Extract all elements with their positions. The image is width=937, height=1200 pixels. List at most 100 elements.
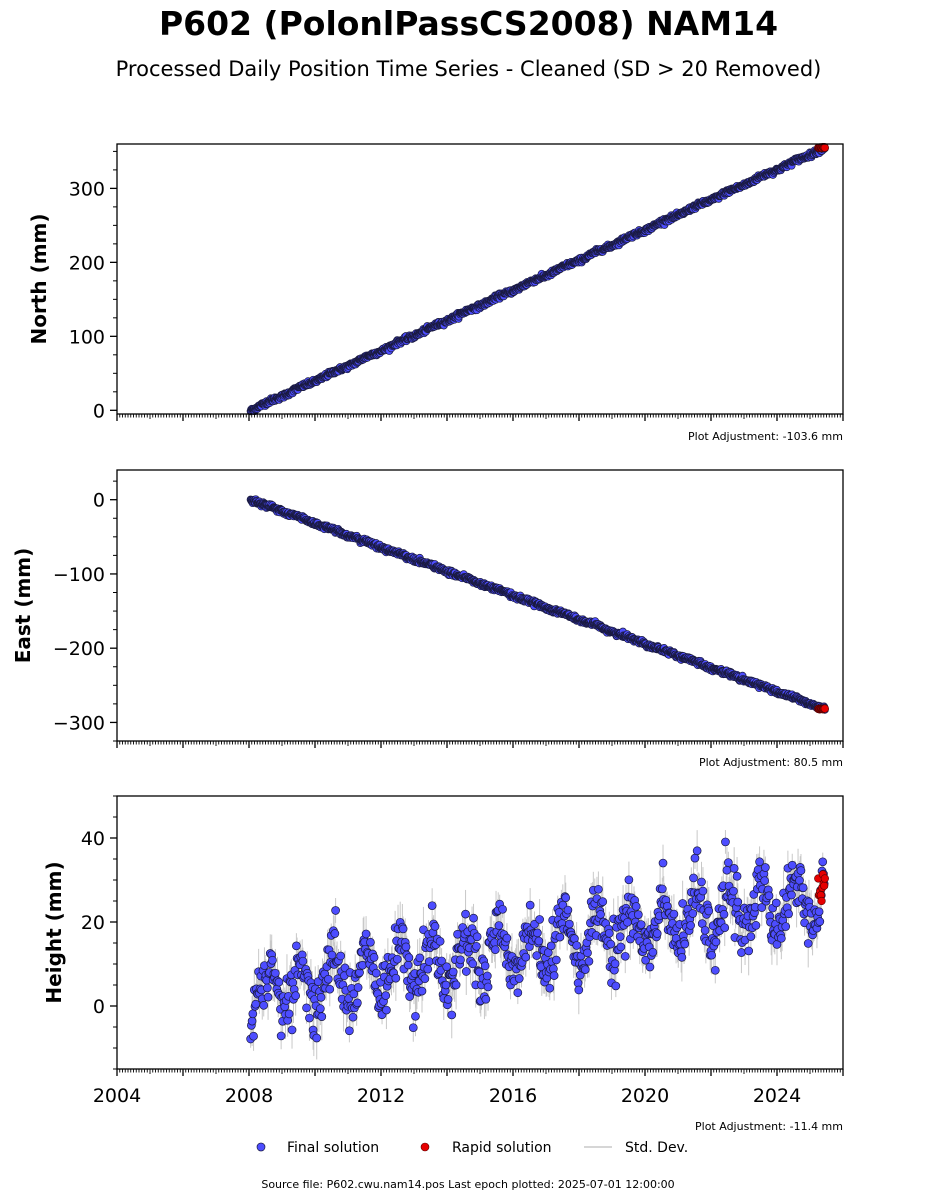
final-solution-point <box>287 1025 297 1035</box>
final-solution-point <box>461 967 471 976</box>
final-solution-point <box>441 980 451 990</box>
final-solution-point <box>430 922 440 931</box>
final-solution-point <box>494 921 504 930</box>
final-solution-point <box>323 974 333 984</box>
final-solution-point <box>534 936 544 946</box>
final-solution-point <box>751 921 761 930</box>
final-solution-point <box>624 875 634 885</box>
final-solution-point <box>443 995 453 1004</box>
final-solution-point <box>302 1003 311 1013</box>
final-solution-point <box>746 932 756 941</box>
y-tick-label: 200 <box>69 252 105 274</box>
final-solution-point <box>700 925 710 935</box>
final-solution-point <box>262 983 272 993</box>
final-solution-point <box>468 959 478 969</box>
final-solution-point <box>401 942 411 952</box>
final-solution-point <box>584 956 594 966</box>
final-solution-point <box>276 1031 286 1041</box>
final-solution-point <box>270 968 280 978</box>
final-solution-point <box>472 932 482 942</box>
final-solution-point <box>435 936 445 946</box>
rapid-solution-point <box>820 143 829 152</box>
final-solution-point <box>555 932 565 942</box>
final-solution-point <box>403 960 413 970</box>
final-solution-point <box>371 968 381 978</box>
east-panel: 0 −100 −200 −300 East (mm) Plot Adjustment:… <box>11 469 844 769</box>
final-solution-point <box>692 846 702 856</box>
final-solution-point <box>408 1023 418 1033</box>
final-solution-point <box>369 953 379 962</box>
final-solution-point <box>525 900 535 910</box>
final-solution-point <box>623 917 632 927</box>
final-solution-point <box>312 1033 322 1043</box>
final-solution-point <box>391 973 401 983</box>
chart-subtitle: Processed Daily Position Time Series - C… <box>115 57 822 81</box>
east-axis-label: East (mm) <box>11 548 35 664</box>
final-solution-point <box>381 991 391 1000</box>
final-solution-point <box>361 929 371 939</box>
final-solution-point <box>610 959 620 969</box>
final-solution-point <box>721 837 730 847</box>
y-tick-label: −200 <box>53 638 105 660</box>
final-solution-point <box>424 957 434 966</box>
final-solution-point <box>697 877 706 887</box>
east-plot-adjustment: Plot Adjustment: 80.5 mm <box>699 756 843 769</box>
final-solution-point <box>451 980 461 990</box>
final-solution-point <box>677 953 687 962</box>
final-solution-point <box>317 1012 327 1021</box>
final-solution-point <box>472 941 481 951</box>
final-solution-point <box>606 939 616 949</box>
final-solution-point <box>710 965 720 975</box>
final-solution-point <box>583 948 592 958</box>
final-solution-point <box>535 915 544 924</box>
final-solution-point <box>263 992 273 1002</box>
final-solution-point <box>658 858 668 868</box>
final-solution-point <box>448 967 458 977</box>
final-solution-point <box>292 941 301 951</box>
final-solution-point <box>551 955 561 965</box>
final-solution-point <box>482 971 492 981</box>
final-solution-point <box>315 1004 325 1013</box>
final-solution-point <box>411 1011 420 1021</box>
final-solution-point <box>707 950 717 960</box>
final-solution-point <box>698 886 708 896</box>
final-solution-point <box>545 983 555 993</box>
final-solution-point <box>268 955 277 965</box>
final-solution-point <box>711 937 721 947</box>
final-solution-point <box>417 986 427 996</box>
north-panel: 0 100 200 300 North (mm) Plot Adjustment: -… <box>27 142 844 443</box>
final-solution-point <box>291 991 301 1000</box>
final-solution-point <box>461 909 470 919</box>
y-tick-label: −300 <box>53 712 105 734</box>
final-solution-point <box>456 955 465 965</box>
final-solution-point <box>737 948 746 957</box>
final-solution-point <box>247 1016 257 1026</box>
final-solution-point <box>704 906 714 916</box>
final-solution-point <box>330 929 340 938</box>
final-solution-point <box>604 928 614 938</box>
final-solution-point <box>521 952 531 962</box>
final-solution-point <box>382 1005 391 1015</box>
final-solution-point <box>722 865 732 875</box>
final-solution-point <box>657 884 667 894</box>
chart-title: P602 (PolonlPassCS2008) NAM14 <box>158 4 779 43</box>
final-solution-point <box>298 956 308 966</box>
final-solution-point <box>259 1000 269 1010</box>
final-solution-point <box>686 921 695 930</box>
final-solution-point <box>398 924 408 934</box>
final-solution-point <box>366 937 375 947</box>
final-solution-point <box>546 941 556 951</box>
final-solution-point <box>248 1009 258 1019</box>
final-solution-point <box>719 909 729 919</box>
final-solution-point <box>404 953 414 962</box>
final-solution-point <box>405 992 414 1001</box>
final-solution-point <box>514 974 524 983</box>
final-solution-point <box>598 897 608 907</box>
y-tick-label: 100 <box>69 326 105 348</box>
final-solution-point <box>631 902 641 911</box>
final-solution-point <box>561 893 571 903</box>
final-solution-point <box>636 920 646 929</box>
final-solution-point <box>420 974 430 984</box>
